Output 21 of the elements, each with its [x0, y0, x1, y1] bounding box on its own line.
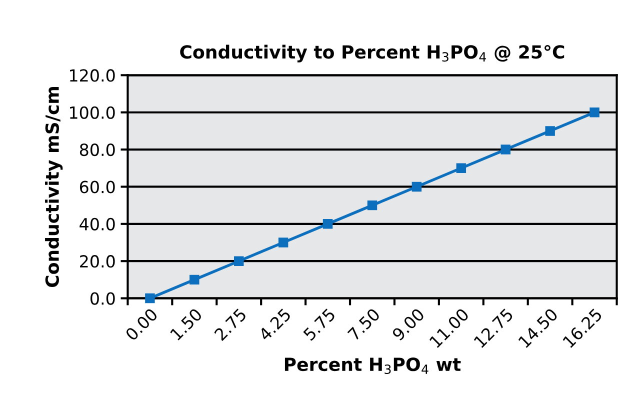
point — [190, 274, 200, 285]
point — [367, 200, 378, 210]
point — [145, 293, 155, 304]
point — [590, 107, 600, 118]
y-tick-label: 20.0 — [80, 255, 115, 268]
y-tick-label: 100.0 — [70, 106, 115, 119]
y-tick-label: 0.0 — [90, 292, 115, 305]
point — [545, 126, 555, 136]
y-axis-title: Conductivity mS/cm — [45, 86, 63, 288]
y-tick-label: 60.0 — [80, 180, 115, 194]
chart-title: Conductivity to Percent H$_{3}$PO$_{4}$ @ 25°C — [180, 44, 564, 62]
x-axis-title: Percent H$_{3}$PO$_{4}$ wt — [284, 357, 461, 374]
point — [412, 182, 422, 192]
y-tick-label: 40.0 — [80, 218, 115, 230]
point — [456, 163, 466, 173]
point — [500, 144, 510, 154]
y-tick-label: 80.0 — [80, 144, 115, 156]
y-tick-label: 120.0 — [70, 69, 115, 82]
point — [234, 256, 244, 266]
point — [322, 219, 333, 229]
point — [278, 238, 288, 248]
